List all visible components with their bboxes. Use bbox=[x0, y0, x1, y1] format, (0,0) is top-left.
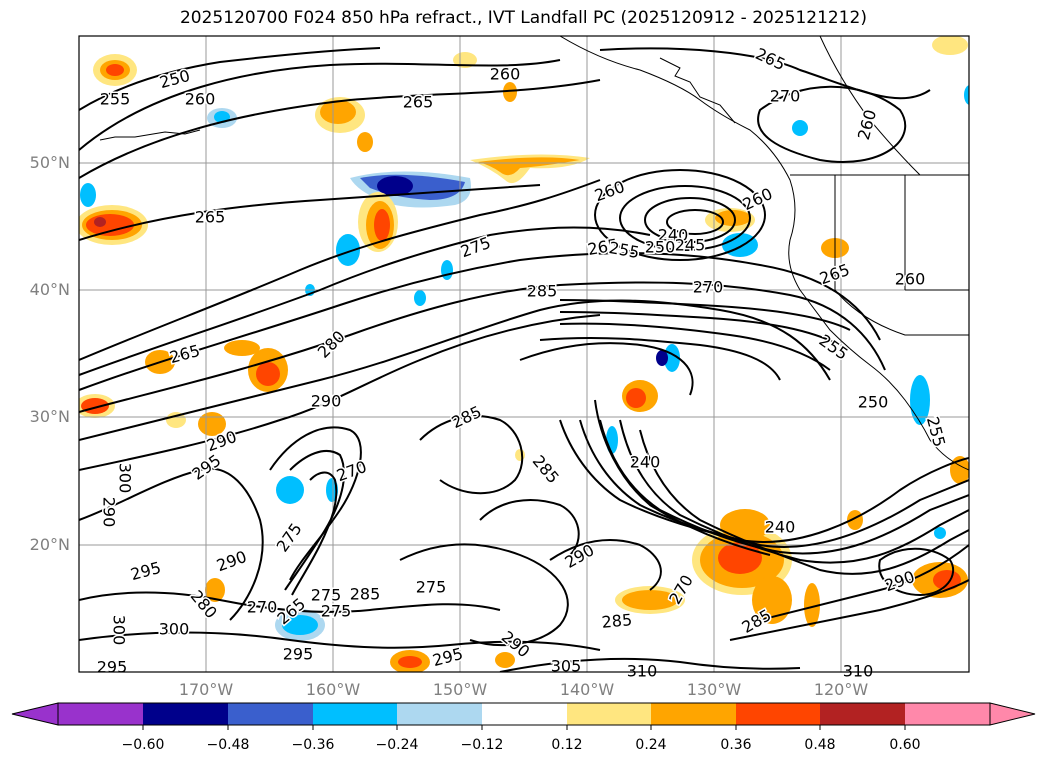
map-frame bbox=[78, 35, 970, 673]
colorbar-segment bbox=[905, 703, 990, 725]
lat-label-20n: 20°N bbox=[29, 535, 70, 554]
contour-label: 260 bbox=[895, 270, 926, 289]
map-title: 2025120700 F024 850 hPa refract., IVT La… bbox=[179, 8, 867, 28]
graticule bbox=[79, 36, 969, 672]
contour-label: 275 bbox=[311, 586, 342, 605]
colorbar-tick-label: 0.24 bbox=[635, 737, 667, 753]
colorbar-segment bbox=[820, 703, 905, 725]
refractivity-contours bbox=[79, 47, 969, 672]
contour-label: 270 bbox=[247, 598, 278, 617]
contour-label: 265 bbox=[403, 93, 434, 112]
contour-label: 260 bbox=[185, 90, 216, 109]
colorbar-tick-label: −0.60 bbox=[121, 737, 165, 753]
contour-label: 270 bbox=[693, 278, 724, 297]
lon-label-150w: 150°W bbox=[432, 680, 488, 699]
contour-label: 275 bbox=[321, 602, 352, 621]
contour-label: 240 bbox=[630, 453, 661, 472]
colorbar-segment bbox=[143, 703, 228, 725]
contour-label: 285 bbox=[350, 585, 381, 604]
colorbar-segment bbox=[397, 703, 482, 725]
colorbar-segment bbox=[313, 703, 397, 725]
lon-label-170w: 170°W bbox=[178, 680, 234, 699]
colorbar bbox=[11, 702, 1036, 730]
contour-label: 295 bbox=[283, 645, 314, 664]
coastlines bbox=[99, 36, 969, 471]
colorbar-segment bbox=[567, 703, 651, 725]
contour-label: 290 bbox=[311, 392, 342, 411]
contour-label: 310 bbox=[843, 662, 874, 681]
colorbar-segment bbox=[651, 703, 736, 725]
colorbar-tick-label: 0.36 bbox=[720, 737, 752, 753]
contour-label: 260 bbox=[490, 65, 521, 84]
lat-label-30n: 30°N bbox=[29, 407, 70, 426]
contour-label: 285 bbox=[527, 282, 558, 301]
contour-label: 270 bbox=[770, 87, 801, 106]
colorbar-tick-label: 0.48 bbox=[804, 737, 836, 753]
colorbar-segment bbox=[58, 703, 143, 725]
colorbar-tick-label: −0.12 bbox=[460, 737, 504, 753]
contour-label: 250 bbox=[645, 238, 676, 257]
contour-label: 245 bbox=[675, 236, 706, 255]
lon-label-120w: 120°W bbox=[813, 680, 869, 699]
colorbar-tick-label: −0.48 bbox=[206, 737, 250, 753]
shaded-anomalies bbox=[79, 36, 969, 672]
contour-label: 275 bbox=[416, 578, 447, 597]
lon-label-130w: 130°W bbox=[686, 680, 742, 699]
colorbar-tick-label: −0.24 bbox=[375, 737, 419, 753]
contour-label: 250 bbox=[858, 393, 889, 412]
contour-label: 290 bbox=[100, 497, 119, 528]
colorbar-tick-label: 0.60 bbox=[889, 737, 921, 753]
lon-label-140w: 140°W bbox=[559, 680, 615, 699]
contour-label: 240 bbox=[765, 518, 796, 537]
contour-label: 240 bbox=[658, 226, 689, 245]
lat-label-50n: 50°N bbox=[29, 153, 70, 172]
contour-label: 310 bbox=[627, 662, 658, 681]
colorbar-segment bbox=[736, 703, 820, 725]
contour-label: 300 bbox=[116, 463, 135, 494]
contour-label: 285 bbox=[601, 610, 633, 632]
colorbar-extend-low bbox=[11, 702, 59, 726]
colorbar-tick-label: −0.36 bbox=[291, 737, 335, 753]
contour-label: 300 bbox=[110, 615, 129, 646]
lat-label-40n: 40°N bbox=[29, 280, 70, 299]
contour-label: 305 bbox=[551, 657, 582, 676]
colorbar-tick-label: 0.12 bbox=[551, 737, 583, 753]
colorbar-extend-high bbox=[989, 702, 1036, 726]
contour-label: 300 bbox=[159, 620, 190, 639]
map-background bbox=[79, 36, 969, 672]
contour-label: 255 bbox=[100, 90, 131, 109]
contour-label: 265 bbox=[195, 208, 226, 227]
lon-label-160w: 160°W bbox=[305, 680, 361, 699]
contour-label: 295 bbox=[97, 658, 128, 677]
colorbar-segment bbox=[482, 703, 567, 725]
colorbar-segment bbox=[228, 703, 313, 725]
